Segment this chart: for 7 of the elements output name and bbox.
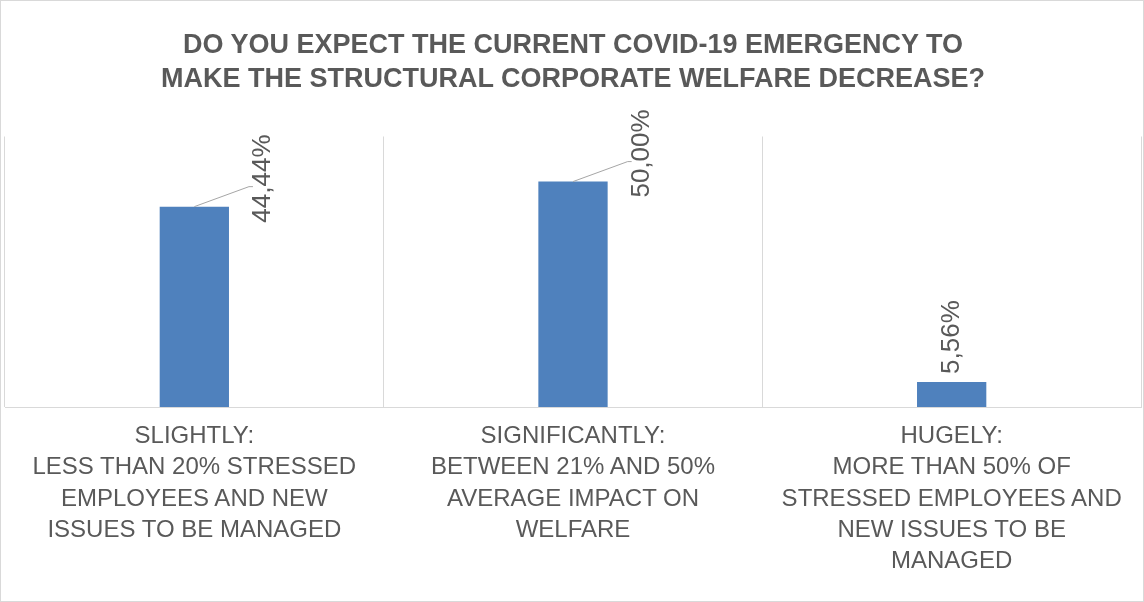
data-label: 5,56%: [934, 300, 965, 374]
x-tick-label: SLIGHTLY: LESS THAN 20% STRESSED EMPLOYEES AND NEW ISSUES TO BE MANAGED: [32, 421, 357, 542]
chart-title: DO YOU EXPECT THE CURRENT COVID-19 EMERGENCY TO MAKE THE STRUCTURAL CORPORATE WELFARE DECREASE?: [160, 29, 986, 94]
x-tick-label: SIGNIFICANTLY: BETWEEN 21% AND 50% AVERAGE IMPACT ON WELFARE: [430, 421, 716, 542]
x-tick-label: HUGELY: MORE THAN 50% OF STRESSED EMPLOYEES AND NEW ISSUES TO BE MANAGED: [781, 421, 1122, 574]
data-label: 50,00%: [624, 109, 655, 198]
data-label: 44,44%: [246, 134, 277, 223]
